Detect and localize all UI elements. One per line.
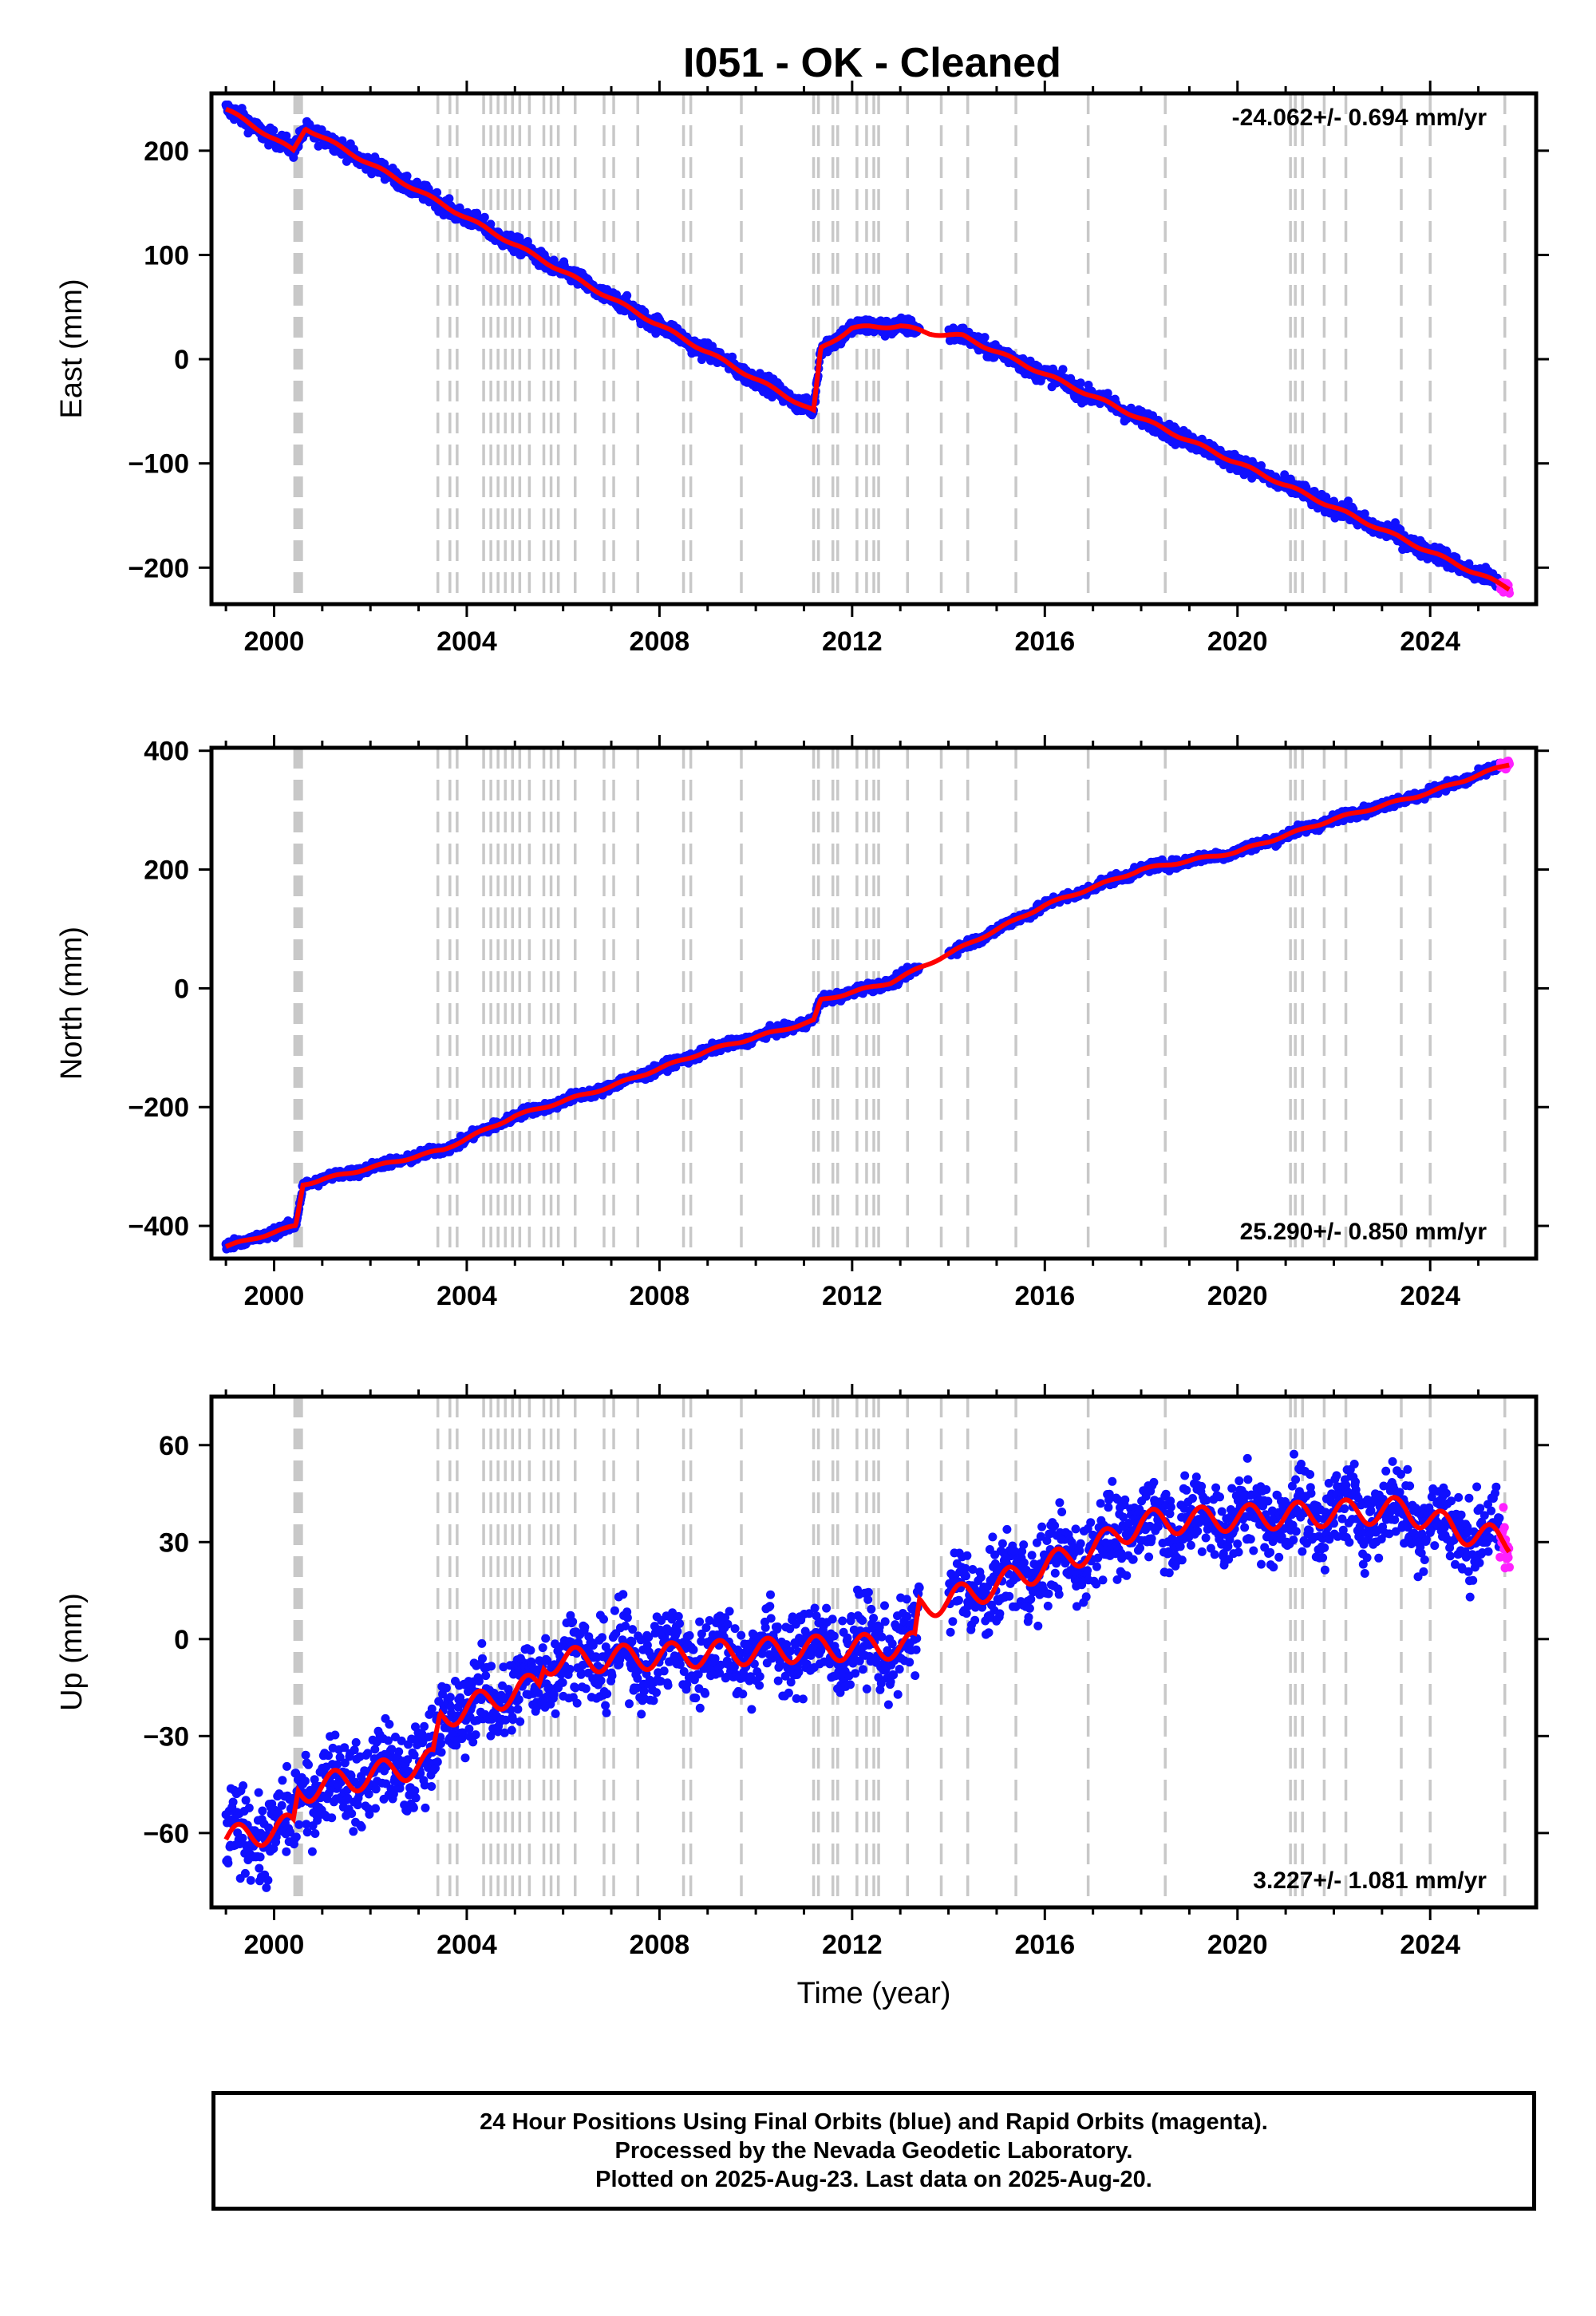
final-orbit-point — [402, 172, 412, 180]
north-panel: 2000 2004 2008 2012 2016 2020 20244002000−200−… — [55, 735, 1549, 1311]
final-orbit-point — [301, 1750, 310, 1760]
final-orbit-point — [258, 1806, 267, 1816]
east-y-axis-label: East (mm) — [55, 279, 89, 418]
rapid-orbit-point — [1505, 588, 1514, 598]
x-tick-label: 2008 — [630, 1281, 690, 1311]
y-tick-label: −100 — [128, 449, 189, 480]
final-orbit-point — [239, 1781, 248, 1790]
x-tick-label: 2024 — [1400, 626, 1460, 657]
east-ticks: 2000 2004 2008 2012 2016 2020 2024 200 100 0 −100 −… — [128, 81, 1549, 657]
final-orbit-point — [802, 393, 812, 402]
x-tick-label: 2000 — [244, 626, 305, 657]
final-orbit-point — [246, 1875, 255, 1885]
final-orbit-point — [433, 188, 442, 197]
x-tick-label: 2016 — [1014, 626, 1075, 657]
final-orbit-point — [240, 1868, 250, 1878]
final-orbit-point — [980, 333, 990, 342]
final-orbit-point — [480, 212, 489, 222]
final-orbit-point — [255, 1852, 265, 1862]
east-event-lines — [293, 93, 1507, 604]
x-tick-label: 2008 — [630, 626, 690, 657]
x-tick-label: 2012 — [822, 1281, 883, 1311]
x-tick-label: 2024 — [1400, 1281, 1460, 1311]
y-tick-label: 100 — [144, 240, 189, 271]
final-orbit-point — [223, 1859, 233, 1867]
final-orbit-point — [254, 1788, 263, 1797]
final-orbit-point — [269, 125, 279, 135]
y-tick-label: −200 — [128, 553, 189, 583]
final-orbit-point — [1349, 504, 1358, 514]
x-tick-label: 2004 — [437, 626, 497, 657]
final-orbit-point — [282, 1847, 291, 1856]
north-y-axis-label: North (mm) — [55, 927, 89, 1080]
final-orbit-point — [282, 131, 291, 140]
final-orbit-point — [263, 1875, 273, 1885]
x-tick-label: 2020 — [1207, 626, 1268, 657]
east-model-line — [224, 106, 1511, 592]
final-orbit-point — [622, 290, 632, 300]
final-orbit-point — [262, 1883, 271, 1892]
final-orbit-point — [238, 1833, 247, 1843]
final-orbit-point — [1360, 509, 1369, 519]
east-plot-frame — [209, 91, 1539, 607]
final-orbit-point — [424, 184, 433, 194]
x-tick-label: 2020 — [1207, 1281, 1268, 1311]
final-orbit-point — [1464, 559, 1474, 568]
y-tick-label: −400 — [128, 1211, 189, 1242]
final-orbit-point — [278, 1776, 287, 1785]
final-orbit-point — [444, 194, 454, 204]
up-panel: 2000 2004 2008 2012 2016 2020 202460300−30−60 … — [55, 1384, 1549, 2010]
final-orbit-point — [307, 1847, 317, 1856]
x-tick-label: 2004 — [437, 1281, 497, 1311]
north-event-lines — [293, 748, 1507, 1259]
y-tick-label: 0 — [174, 345, 189, 375]
final-orbit-point — [241, 1796, 251, 1805]
final-orbit-point — [244, 1803, 254, 1812]
x-tick-label: 2016 — [1014, 1281, 1075, 1311]
final-orbit-point — [486, 219, 496, 229]
x-tick-label: 2000 — [244, 1281, 305, 1311]
final-orbit-point — [1058, 365, 1068, 374]
final-orbit-point — [1103, 389, 1112, 398]
final-orbit-point — [728, 352, 737, 362]
chart-title: I051 - OK - Cleaned — [683, 40, 1061, 86]
x-tick-label: 2012 — [822, 626, 883, 657]
final-orbit-point — [228, 1797, 238, 1807]
final-orbit-point — [282, 1761, 291, 1771]
north-velocity-label: 25.290+/- 0.850 mm/yr — [1240, 1219, 1487, 1245]
y-tick-label: 400 — [144, 737, 189, 767]
final-orbit-point — [300, 1777, 310, 1786]
final-orbit-point — [277, 1800, 286, 1810]
east-panel: 2000 2004 2008 2012 2016 2020 2024 200 100 0 −100 −… — [55, 81, 1549, 657]
final-orbit-point — [304, 1760, 313, 1769]
y-tick-label: 200 — [144, 856, 189, 886]
y-tick-label: 0 — [174, 974, 189, 1004]
east-velocity-label: -24.062+/- 0.694 mm/yr — [1232, 105, 1487, 131]
final-orbit-point — [291, 1832, 301, 1842]
model-curve — [224, 106, 1511, 592]
y-tick-label: 200 — [144, 136, 189, 167]
y-tick-label: −200 — [128, 1093, 189, 1123]
final-orbit-point — [1076, 378, 1085, 388]
